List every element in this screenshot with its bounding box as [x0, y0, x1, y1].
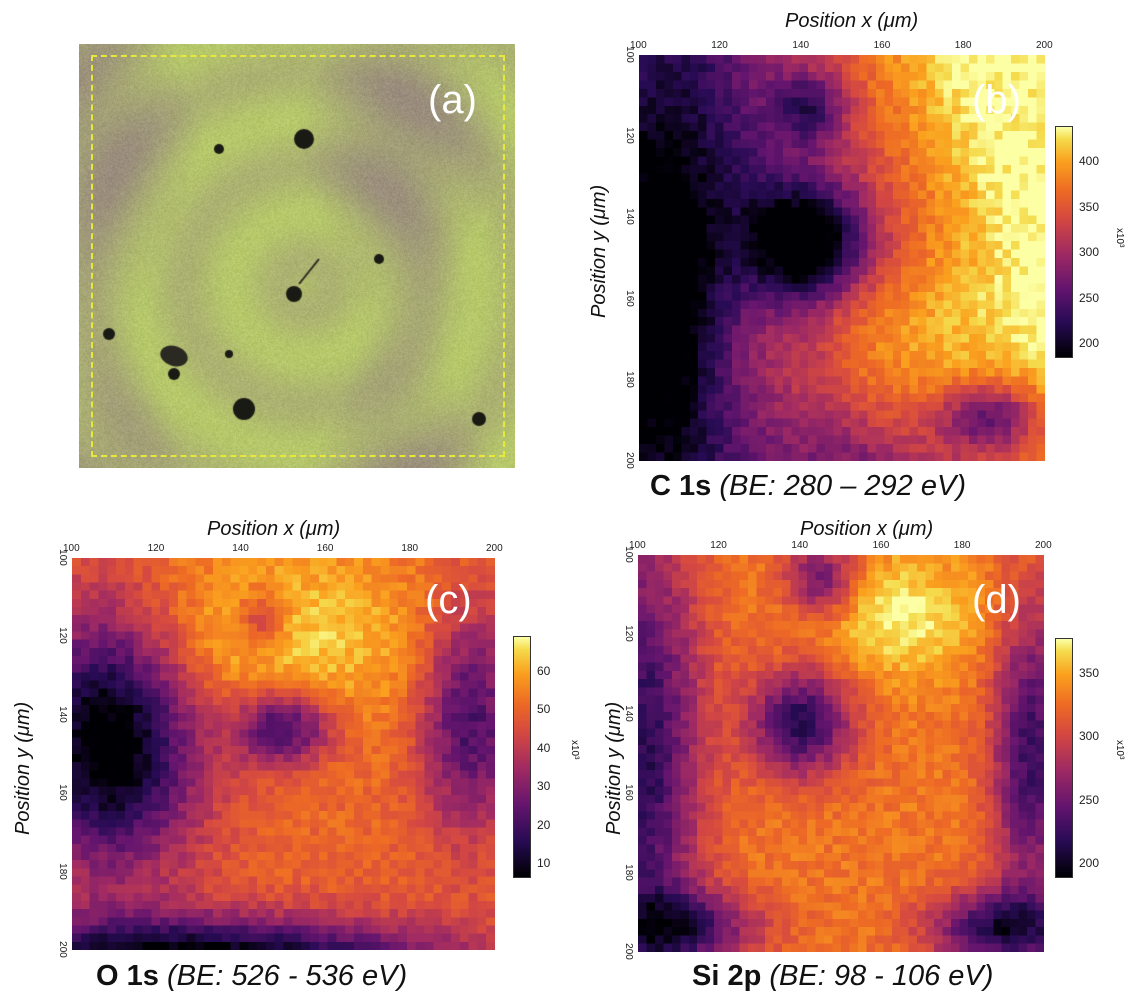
y-tick-label: 200: [622, 943, 634, 960]
caption-element-c: O 1s: [96, 960, 159, 992]
y-tick-label: 120: [56, 627, 68, 645]
colorbar-b: [1055, 126, 1073, 358]
y-axis-title-c: Position y (μm): [12, 701, 34, 835]
x-tick-label: 180: [401, 543, 419, 554]
x-tick-label: 200: [1035, 540, 1052, 551]
colorbar-tick-label: 10: [537, 856, 551, 870]
y-tick-label: 140: [623, 208, 635, 226]
y-tick-label: 120: [623, 127, 635, 145]
heatmap-si2p: [638, 555, 1044, 952]
colorbar-c: [513, 636, 531, 878]
colorbar-tick-label: 250: [1079, 290, 1100, 305]
x-tick-label: 200: [486, 543, 503, 554]
x-axis-title-b: Position x (μm): [785, 10, 919, 32]
colorbar-tick-label: 300: [1079, 245, 1100, 259]
caption-b: C 1s (BE: 280 – 292 eV): [650, 470, 966, 503]
y-tick-label: 200: [56, 941, 68, 958]
x-tick-label: 160: [873, 40, 891, 51]
x-tick-label: 160: [872, 540, 890, 551]
caption-range-b: (BE: 280 – 292 eV): [719, 470, 966, 502]
panel-letter-d: (d): [972, 578, 1021, 622]
colorbar-tick-label: 250: [1079, 792, 1100, 807]
y-tick-label: 180: [56, 862, 68, 880]
y-tick-label: 100: [622, 546, 634, 563]
y-axis-title-b: Position y (μm): [588, 184, 610, 318]
y-tick-label: 160: [623, 289, 635, 307]
caption-element-b: C 1s: [650, 470, 712, 502]
colorbar-unit-b: x10³: [1114, 228, 1125, 248]
caption-element-d: Si 2p: [692, 960, 762, 992]
x-axis-title-c: Position x (μm): [207, 518, 341, 540]
caption-c: O 1s (BE: 526 - 536 eV): [96, 960, 407, 993]
x-tick-label: 120: [710, 540, 727, 551]
x-tick-label: 120: [711, 40, 728, 51]
x-tick-label: 140: [232, 543, 249, 554]
optical-micrograph: [79, 44, 515, 468]
heatmap-o1s: [72, 558, 495, 950]
colorbar-unit-d: x10³: [1114, 740, 1125, 760]
x-tick-label: 100: [629, 540, 646, 551]
colorbar-tick-label: 350: [1079, 666, 1100, 680]
y-tick-label: 120: [622, 625, 634, 643]
heatmap-c1s: [639, 55, 1045, 461]
x-tick-label: 180: [954, 40, 972, 51]
panel-letter-a: (a): [428, 78, 477, 122]
colorbar-tick-label: 60: [537, 664, 551, 678]
x-tick-label: 140: [791, 540, 809, 551]
y-axis-title-d: Position y (μm): [603, 701, 625, 835]
x-tick-label: 100: [63, 543, 80, 554]
caption-range-d: (BE: 98 - 106 eV): [769, 960, 994, 992]
colorbar-tick-label: 200: [1079, 856, 1100, 870]
x-tick-label: 160: [316, 543, 334, 554]
colorbar-tick-label: 40: [537, 740, 551, 755]
y-tick-label: 100: [623, 46, 635, 63]
colorbar-unit-c: x10³: [569, 740, 580, 760]
colorbar-tick-label: 200: [1079, 336, 1100, 350]
colorbar-tick-label: 350: [1079, 199, 1100, 214]
y-tick-label: 100: [56, 549, 68, 566]
colorbar-tick-label: 20: [537, 817, 551, 832]
colorbar-d: [1055, 638, 1073, 878]
x-tick-label: 120: [147, 543, 165, 554]
colorbar-tick-label: 50: [537, 702, 551, 717]
y-tick-label: 180: [623, 370, 635, 388]
caption-range-c: (BE: 526 - 536 eV): [166, 960, 408, 992]
x-tick-label: 100: [630, 40, 647, 51]
x-tick-label: 180: [953, 540, 971, 551]
y-tick-label: 160: [56, 784, 68, 802]
colorbar-tick-label: 400: [1079, 154, 1100, 168]
caption-d: Si 2p (BE: 98 - 106 eV): [692, 960, 993, 993]
scan-area-frame: [91, 55, 505, 457]
colorbar-tick-label: 300: [1079, 729, 1100, 744]
y-tick-label: 200: [623, 452, 635, 469]
y-tick-label: 180: [622, 863, 634, 881]
colorbar-tick-label: 30: [537, 779, 551, 794]
y-tick-label: 140: [56, 705, 68, 723]
panel-letter-b: (b): [972, 78, 1021, 122]
x-tick-label: 140: [792, 40, 810, 51]
x-axis-title-d: Position x (μm): [800, 518, 934, 540]
panel-letter-c: (c): [425, 578, 472, 622]
x-tick-label: 200: [1036, 40, 1053, 51]
